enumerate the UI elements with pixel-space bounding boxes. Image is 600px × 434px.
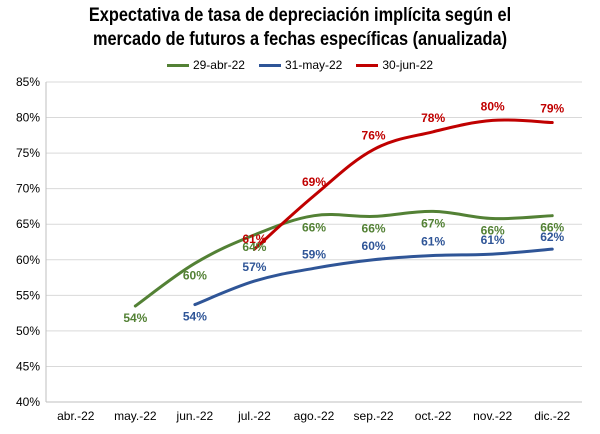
- legend-label-30-jun-22: 30-jun-22: [382, 58, 434, 72]
- x-tick-label: sep.-22: [354, 409, 394, 423]
- data-label-31-may-22: 61%: [481, 233, 505, 247]
- x-tick-label: jul.-22: [237, 409, 271, 423]
- series-line-31-may-22: [193, 247, 554, 307]
- data-label-31-may-22: 59%: [302, 247, 326, 261]
- data-label-29-abr-22: 66%: [362, 221, 386, 235]
- data-label-31-may-22: 57%: [242, 260, 266, 274]
- data-label-29-abr-22: 66%: [481, 224, 505, 238]
- y-tick-label: 45%: [16, 359, 40, 373]
- legend-swatch-29-abr-22: [166, 63, 189, 67]
- data-label-30-jun-22: 61%: [242, 232, 266, 246]
- data-label-31-may-22: 61%: [421, 235, 445, 249]
- y-tick-label: 55%: [16, 288, 40, 302]
- chart-legend: 29-abr-22 31-may-22 30-jun-22: [0, 58, 600, 72]
- data-label-30-jun-22: 79%: [540, 102, 564, 116]
- chart-title-line-1: Expectativa de tasa de depreciación impl…: [88, 5, 512, 26]
- legend-swatch-31-may-22: [258, 63, 281, 67]
- legend-item-30-jun-22: 30-jun-22: [356, 58, 433, 72]
- legend-item-29-abr-22: 29-abr-22: [166, 58, 245, 72]
- data-label-30-jun-22: 80%: [481, 99, 505, 113]
- x-tick-label: nov.-22: [473, 409, 512, 423]
- y-tick-label: 50%: [16, 324, 40, 338]
- data-label-30-jun-22: 69%: [302, 175, 326, 189]
- y-tick-label: 80%: [16, 111, 40, 125]
- series-line-29-abr-22: [133, 209, 554, 308]
- x-tick-label: dic.-22: [534, 409, 570, 423]
- data-label-29-abr-22: 60%: [183, 268, 207, 282]
- x-tick-label: may.-22: [114, 409, 157, 423]
- data-label-29-abr-22: 67%: [421, 216, 445, 230]
- data-label-30-jun-22: 76%: [362, 129, 386, 143]
- x-tick-label: oct.-22: [415, 409, 452, 423]
- data-label-31-may-22: 60%: [362, 239, 386, 253]
- legend-item-31-may-22: 31-may-22: [258, 58, 343, 72]
- data-label-29-abr-22: 66%: [302, 221, 326, 235]
- series-line-30-jun-22: [252, 118, 554, 251]
- data-label-29-abr-22: 66%: [540, 221, 564, 235]
- x-tick-label: ago.-22: [294, 409, 335, 423]
- y-tick-label: 40%: [16, 395, 40, 409]
- y-tick-label: 65%: [16, 217, 40, 231]
- data-label-30-jun-22: 78%: [421, 111, 445, 125]
- legend-label-29-abr-22: 29-abr-22: [192, 58, 245, 72]
- data-label-29-abr-22: 64%: [242, 240, 266, 254]
- chart-title: Expectativa de tasa de depreciación impl…: [42, 4, 558, 52]
- chart-title-line-2: mercado de futuros a fechas específicas …: [92, 29, 508, 50]
- data-label-31-may-22: 62%: [540, 230, 564, 244]
- y-tick-label: 75%: [16, 146, 40, 160]
- data-label-31-may-22: 54%: [183, 310, 207, 324]
- y-tick-label: 60%: [16, 253, 40, 267]
- x-tick-label: jun.-22: [176, 409, 214, 423]
- data-label-29-abr-22: 54%: [123, 311, 147, 325]
- y-tick-label: 70%: [16, 182, 40, 196]
- y-tick-label: 85%: [16, 75, 40, 89]
- legend-swatch-30-jun-22: [356, 63, 379, 67]
- legend-label-31-may-22: 31-may-22: [284, 58, 343, 72]
- x-tick-label: abr.-22: [57, 409, 95, 423]
